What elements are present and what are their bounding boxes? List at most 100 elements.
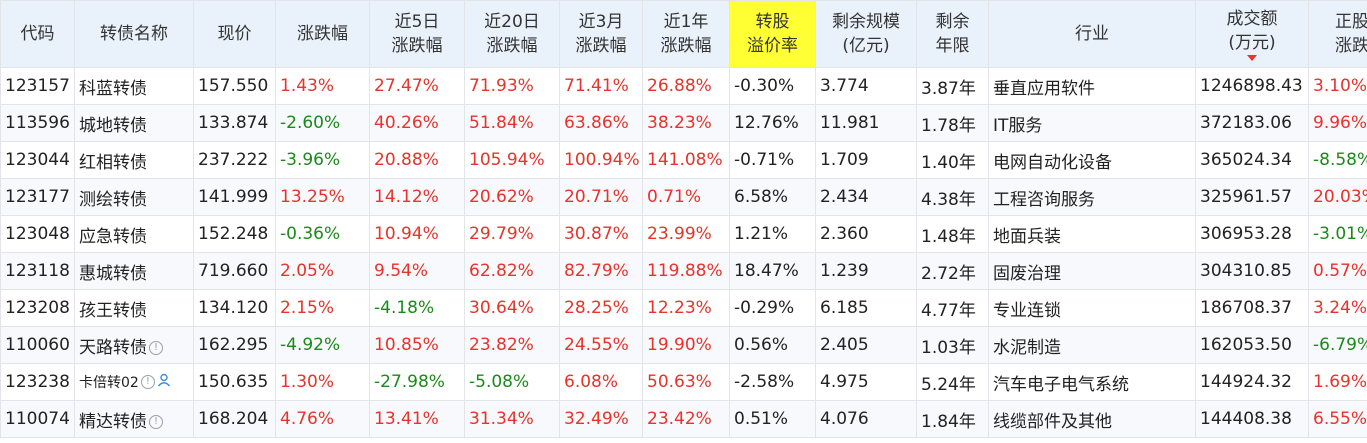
years-cell: 3.87年 <box>916 67 989 105</box>
col-1y-change[interactable]: 近1年 涨跌幅 <box>642 0 730 68</box>
stock-change-cell-text: 20.03% <box>1313 187 1367 207</box>
stock-change-cell: -8.58% <box>1308 141 1367 179</box>
info-icon[interactable]: ! <box>149 340 163 355</box>
table-row[interactable]: 123044 红相转债 237.222 -3.96% 20.88% 105.94% 100.… <box>0 141 1367 179</box>
price-cell: 237.222 <box>193 141 276 179</box>
bond-code[interactable]: 113596 <box>0 104 75 142</box>
5d-change-cell-text: 20.88% <box>374 150 439 170</box>
3m-change-cell: 63.86% <box>559 104 643 142</box>
scale-cell: 2.434 <box>815 178 917 216</box>
col-conversion-premium[interactable]: 转股 溢价率 <box>729 0 816 68</box>
1y-change-cell-text: 119.88% <box>647 261 723 281</box>
col-20d-change[interactable]: 近20日 涨跌幅 <box>464 0 560 68</box>
stock-change-cell: -3.01% <box>1308 215 1367 253</box>
price-cell-text: 134.120 <box>198 298 269 318</box>
bond-code[interactable]: 123177 <box>0 178 75 216</box>
table-row[interactable]: 123177 测绘转债 141.999 13.25% 14.12% 20.62% 20.71… <box>0 178 1367 216</box>
table-row[interactable]: 113596 城地转债 133.874 -2.60% 40.26% 51.84% 63.86… <box>0 104 1367 142</box>
col-premium-label-2: 溢价率 <box>747 36 798 56</box>
1y-change-cell: 26.88% <box>642 67 730 105</box>
bond-name[interactable]: 红相转债 <box>74 141 194 179</box>
table-row[interactable]: 123157 科蓝转债 157.550 1.43% 27.47% 71.93% 71.41%… <box>0 67 1367 105</box>
col-price[interactable]: 现价 <box>193 0 276 68</box>
change-cell: 4.76% <box>275 400 370 438</box>
bond-name[interactable]: 天路转债! <box>74 326 194 364</box>
col-volume[interactable]: 成交额 (万元) <box>1195 0 1309 68</box>
col-industry[interactable]: 行业 <box>988 0 1196 68</box>
5d-change-cell-text: 27.47% <box>374 76 439 96</box>
col-stock-change[interactable]: 正股 涨跌 <box>1308 0 1367 68</box>
5d-change-cell: 14.12% <box>369 178 465 216</box>
20d-change-cell-text: 62.82% <box>469 261 534 281</box>
col-change[interactable]: 涨跌幅 <box>275 0 370 68</box>
bond-code[interactable]: 123157 <box>0 67 75 105</box>
bond-name[interactable]: 孩王转债 <box>74 289 194 327</box>
stock-change-cell: 3.24% <box>1308 289 1367 327</box>
bond-name[interactable]: 科蓝转债 <box>74 67 194 105</box>
change-cell: 1.30% <box>275 363 370 401</box>
table-row[interactable]: 123238 卡倍转02! 150.635 1.30% -27.98% -5.08% 6.0… <box>0 363 1367 401</box>
1y-change-cell-text: 23.99% <box>647 224 712 244</box>
bond-name[interactable]: 测绘转债 <box>74 178 194 216</box>
col-scale-label-1: 剩余规模 <box>832 12 900 32</box>
bond-code[interactable]: 110060 <box>0 326 75 364</box>
price-cell: 133.874 <box>193 104 276 142</box>
scale-cell: 2.405 <box>815 326 917 364</box>
bond-code[interactable]: 123238 <box>0 363 75 401</box>
price-cell: 141.999 <box>193 178 276 216</box>
bond-code[interactable]: 123208 <box>0 289 75 327</box>
premium-cell: -0.29% <box>729 289 816 327</box>
20d-change-cell: -5.08% <box>464 363 560 401</box>
20d-change-cell-text: 105.94% <box>469 150 545 170</box>
volume-cell-text: 304310.85 <box>1200 261 1292 281</box>
years-cell: 1.03年 <box>916 326 989 364</box>
bond-code[interactable]: 123118 <box>0 252 75 290</box>
bond-code-text: 123208 <box>5 298 70 318</box>
bond-code[interactable]: 110074 <box>0 400 75 438</box>
col-3m-change[interactable]: 近3月 涨跌幅 <box>559 0 643 68</box>
years-cell: 1.84年 <box>916 400 989 438</box>
stock-change-cell: 1.69% <box>1308 363 1367 401</box>
table-row[interactable]: 123118 惠城转债 719.660 2.05% 9.54% 62.82% 82.79% 1… <box>0 252 1367 290</box>
20d-change-cell: 62.82% <box>464 252 560 290</box>
20d-change-cell: 71.93% <box>464 67 560 105</box>
5d-change-cell-text: -27.98% <box>374 372 445 392</box>
bond-name[interactable]: 惠城转债 <box>74 252 194 290</box>
bond-name[interactable]: 精达转债! <box>74 400 194 438</box>
info-icon[interactable]: ! <box>140 375 155 389</box>
volume-cell-text: 372183.06 <box>1200 113 1292 133</box>
table-row[interactable]: 123208 孩王转债 134.120 2.15% -4.18% 30.64% 28.25%… <box>0 289 1367 327</box>
bond-name[interactable]: 城地转债 <box>74 104 194 142</box>
info-icon[interactable]: ! <box>149 414 163 429</box>
1y-change-cell: 38.23% <box>642 104 730 142</box>
table-row[interactable]: 110074 精达转债! 168.204 4.76% 13.41% 31.34% 32.49… <box>0 400 1367 438</box>
bond-code-text: 110074 <box>5 409 70 429</box>
col-remaining-years[interactable]: 剩余 年限 <box>916 0 989 68</box>
col-remaining-scale[interactable]: 剩余规模 (亿元) <box>815 0 917 68</box>
years-cell-text: 1.03年 <box>921 337 976 358</box>
bond-name[interactable]: 应急转债 <box>74 215 194 253</box>
scale-cell-text: 2.405 <box>820 335 869 355</box>
bond-code[interactable]: 123044 <box>0 141 75 179</box>
1y-change-cell: 0.71% <box>642 178 730 216</box>
bond-code[interactable]: 123048 <box>0 215 75 253</box>
bond-name[interactable]: 卡倍转02! <box>74 363 194 401</box>
col-name[interactable]: 转债名称 <box>74 0 194 68</box>
3m-change-cell-text: 82.79% <box>564 261 629 281</box>
col-5d-change[interactable]: 近5日 涨跌幅 <box>369 0 465 68</box>
stock-change-cell-text: 1.69% <box>1313 372 1367 392</box>
3m-change-cell: 6.08% <box>559 363 643 401</box>
col-code[interactable]: 代码 <box>0 0 75 68</box>
user-icon[interactable] <box>157 372 171 392</box>
volume-cell: 304310.85 <box>1195 252 1309 290</box>
col-stock-label-1: 正股 <box>1335 12 1367 32</box>
1y-change-cell: 19.90% <box>642 326 730 364</box>
change-cell-text: 13.25% <box>280 187 345 207</box>
header-row: 代码 转债名称 现价 涨跌幅 近5日 涨跌幅 近20日 涨跌幅 近3月 涨跌幅 近1年… <box>0 0 1367 68</box>
bond-code-text: 110060 <box>5 335 70 355</box>
sort-desc-icon <box>1247 55 1257 61</box>
scale-cell: 3.774 <box>815 67 917 105</box>
scale-cell: 2.360 <box>815 215 917 253</box>
table-row[interactable]: 123048 应急转债 152.248 -0.36% 10.94% 29.79% 30.87… <box>0 215 1367 253</box>
table-row[interactable]: 110060 天路转债! 162.295 -4.92% 10.85% 23.82% 24.5… <box>0 326 1367 364</box>
